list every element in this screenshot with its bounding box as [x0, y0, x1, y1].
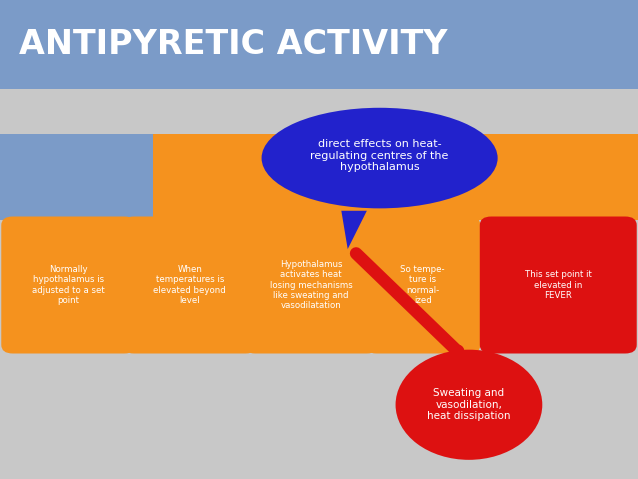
Text: This set point it
elevated in
FEVER: This set point it elevated in FEVER: [525, 270, 591, 300]
Text: When
temperatures is
elevated beyond
level: When temperatures is elevated beyond lev…: [153, 265, 226, 305]
Circle shape: [396, 350, 542, 460]
FancyBboxPatch shape: [122, 217, 257, 354]
FancyBboxPatch shape: [365, 217, 480, 354]
FancyBboxPatch shape: [1, 217, 136, 354]
Polygon shape: [341, 211, 367, 249]
Text: Sweating and
vasodilation,
heat dissipation: Sweating and vasodilation, heat dissipat…: [427, 388, 510, 422]
FancyBboxPatch shape: [0, 0, 638, 89]
Text: direct effects on heat-
regulating centres of the
hypothalamus: direct effects on heat- regulating centr…: [311, 139, 449, 172]
Polygon shape: [64, 230, 606, 340]
FancyBboxPatch shape: [480, 217, 637, 354]
Text: ANTIPYRETIC ACTIVITY: ANTIPYRETIC ACTIVITY: [19, 28, 448, 61]
Text: Normally
hypothalamus is
adjusted to a set
point: Normally hypothalamus is adjusted to a s…: [32, 265, 105, 305]
Text: So tempe-
ture is
normal-
ized: So tempe- ture is normal- ized: [401, 265, 445, 305]
Ellipse shape: [262, 108, 498, 208]
FancyBboxPatch shape: [153, 134, 638, 220]
FancyBboxPatch shape: [0, 134, 153, 220]
Text: Hypothalamus
activates heat
losing mechanisms
like sweating and
vasodilatation: Hypothalamus activates heat losing mecha…: [270, 260, 352, 310]
FancyBboxPatch shape: [244, 217, 378, 354]
